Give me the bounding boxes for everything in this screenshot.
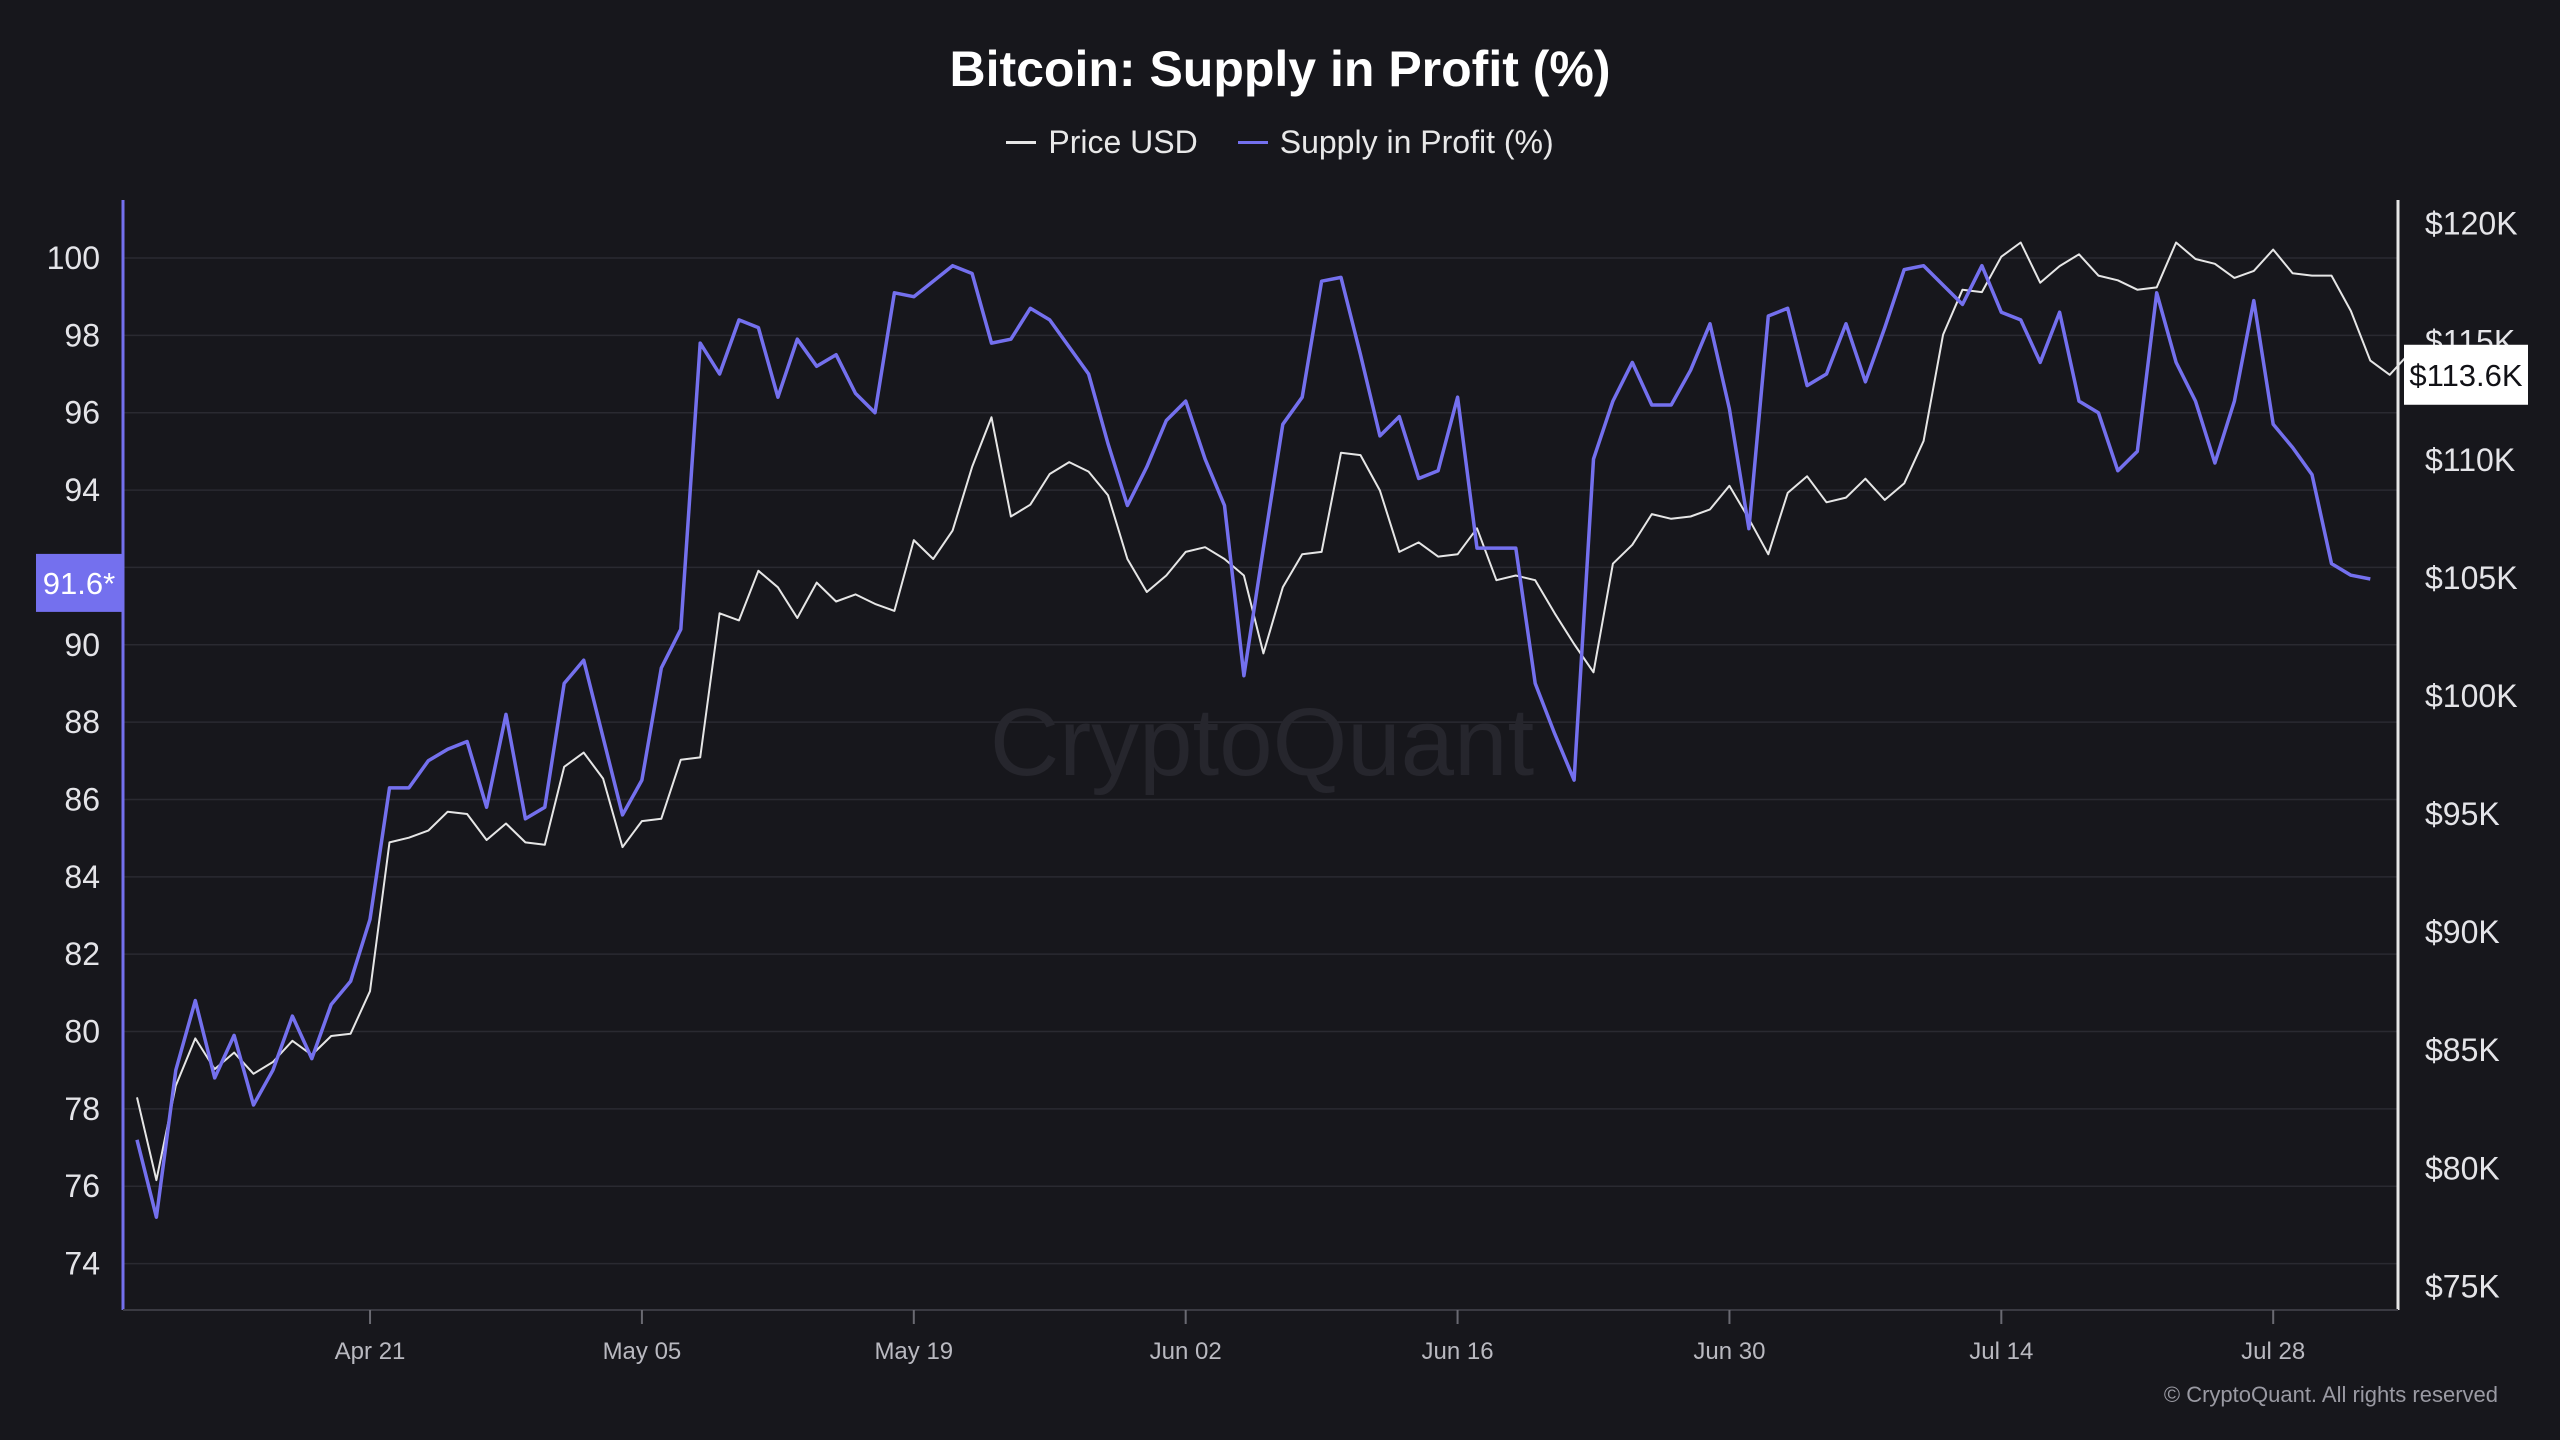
y-left-tick: 100 [47, 240, 100, 276]
y-right-tick: $85K [2425, 1032, 2500, 1068]
axes-layer [121, 200, 2400, 1324]
y-right-tick: $105K [2425, 560, 2518, 596]
y-left-tick: 80 [64, 1014, 100, 1050]
x-tick-label: Jul 14 [1969, 1338, 2033, 1365]
series-layer [135, 241, 2410, 1219]
y-left-tick: 88 [64, 704, 100, 740]
copyright-notice: © CryptoQuant. All rights reserved [2163, 1382, 2498, 1407]
labels-layer: 10098969492908886848280787674$120K$115K$… [36, 206, 2528, 1365]
legend-item-price[interactable]: Price USD [1006, 124, 1198, 161]
x-tick-label: Jun 30 [1693, 1338, 1765, 1365]
legend: Price USD Supply in Profit (%) [0, 124, 2560, 161]
x-tick-label: Jun 16 [1422, 1338, 1494, 1365]
legend-label-price: Price USD [1048, 124, 1198, 160]
y-left-tick: 90 [64, 627, 100, 663]
y-left-tick: 82 [64, 936, 100, 972]
y-left-tick: 96 [64, 395, 100, 431]
y-right-tick: $120K [2425, 206, 2518, 242]
legend-label-supply: Supply in Profit (%) [1279, 124, 1554, 160]
x-tick-label: Apr 21 [335, 1338, 406, 1365]
legend-swatch-supply [1237, 141, 1268, 144]
current-price-label: $113.6K [2409, 358, 2523, 393]
legend-swatch-price [1006, 141, 1037, 144]
series-supply-line [135, 263, 2371, 1219]
legend-item-supply[interactable]: Supply in Profit (%) [1237, 124, 1554, 161]
y-left-tick: 84 [64, 859, 100, 895]
y-right-tick: $80K [2425, 1150, 2500, 1186]
grid-layer [123, 257, 2398, 1265]
y-right-tick: $90K [2425, 914, 2500, 950]
current-supply-label: 91.6* [43, 566, 115, 601]
y-right-tick: $95K [2425, 796, 2500, 832]
x-tick-label: May 19 [874, 1338, 953, 1365]
y-left-tick: 94 [64, 472, 100, 508]
y-right-tick: $100K [2425, 678, 2518, 714]
y-left-tick: 98 [64, 317, 100, 353]
series-price-line [136, 241, 2410, 1182]
x-tick-label: Jul 28 [2241, 1338, 2305, 1365]
y-right-tick: $110K [2425, 442, 2515, 478]
chart-title: Bitcoin: Supply in Profit (%) [949, 41, 1611, 97]
x-tick-label: Jun 02 [1150, 1338, 1222, 1365]
current-supply-badge [36, 553, 122, 612]
y-left-tick: 74 [64, 1246, 100, 1282]
y-right-tick: $75K [2425, 1268, 2500, 1304]
x-tick-label: May 05 [603, 1338, 682, 1365]
watermark: CryptoQuant [990, 689, 1534, 796]
current-price-badge [2404, 344, 2528, 405]
y-left-tick: 76 [64, 1168, 100, 1204]
y-left-tick: 86 [64, 781, 100, 817]
y-left-tick: 78 [64, 1091, 100, 1127]
